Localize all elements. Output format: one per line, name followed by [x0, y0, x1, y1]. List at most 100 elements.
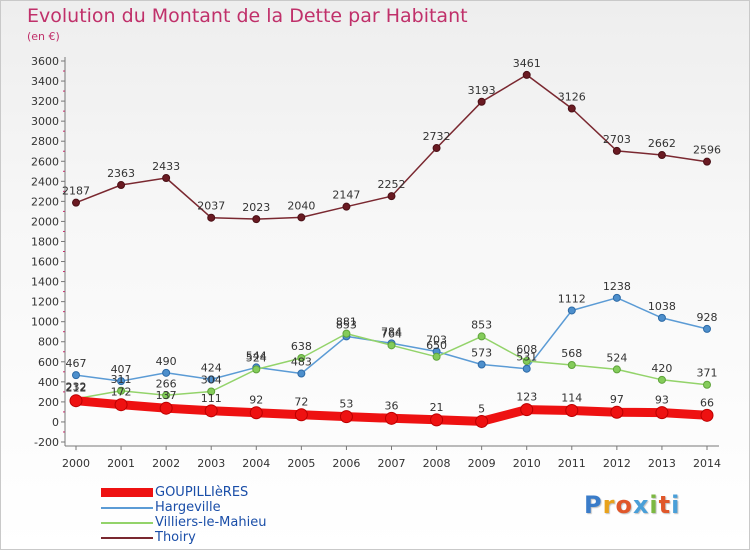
- data-label-hargeville: 1238: [603, 280, 631, 293]
- data-point-thoiry: [567, 104, 576, 113]
- data-point-villiers-le-mahieu: [162, 391, 171, 400]
- y-tick-label: 3000: [31, 115, 59, 128]
- data-label-thoiry: 2147: [332, 189, 360, 202]
- data-label-thoiry: 3193: [468, 84, 496, 97]
- data-label-thoiry: 2703: [603, 133, 631, 146]
- legend-label-thoiry: Thoiry: [155, 530, 196, 545]
- x-tick-label: 2006: [332, 457, 360, 470]
- data-point-thoiry: [432, 144, 441, 153]
- data-label-thoiry: 2662: [648, 137, 676, 150]
- y-tick-label: 2800: [31, 135, 59, 148]
- data-label-hargeville: 703: [426, 333, 447, 346]
- data-point-thoiry: [117, 181, 126, 190]
- legend-item-hargeville: Hargeville: [101, 500, 361, 516]
- data-point-goupilli-res: [565, 404, 579, 418]
- data-label-thoiry: 3126: [558, 91, 586, 104]
- y-tick-label: 2200: [31, 195, 59, 208]
- data-point-goupilli-res: [159, 401, 173, 415]
- data-point-thoiry: [522, 70, 531, 79]
- data-point-hargeville: [567, 306, 576, 315]
- data-label-thoiry: 2187: [62, 185, 90, 198]
- data-label-goupilli-res: 21: [430, 401, 444, 414]
- data-point-goupilli-res: [700, 408, 714, 422]
- data-label-goupilli-res: 97: [610, 393, 624, 406]
- data-point-thoiry: [162, 174, 171, 183]
- legend-swatch-thoiry: [101, 537, 153, 539]
- proxiti-logo: Proxiti: [584, 491, 680, 519]
- y-tick-label: 3600: [31, 55, 59, 68]
- legend-item-villiers-le-mahieu: Villiers-le-Mahieu: [101, 515, 361, 531]
- chart-title: Evolution du Montant de la Dette par Hab…: [27, 5, 468, 27]
- data-label-villiers-le-mahieu: 420: [651, 362, 672, 375]
- data-label-villiers-le-mahieu: 853: [471, 318, 492, 331]
- data-point-hargeville: [117, 377, 126, 386]
- data-label-hargeville: 1112: [558, 292, 586, 305]
- data-point-goupilli-res: [475, 414, 489, 428]
- data-label-hargeville: 784: [381, 325, 402, 338]
- legend-label-villiers-le-mahieu: Villiers-le-Mahieu: [155, 515, 267, 530]
- data-point-goupilli-res: [520, 403, 534, 417]
- y-tick-label: 1400: [31, 276, 59, 289]
- x-tick-label: 2003: [197, 457, 225, 470]
- y-tick-label: 0: [52, 416, 59, 429]
- data-point-goupilli-res: [294, 408, 308, 422]
- data-point-thoiry: [657, 151, 666, 160]
- data-point-thoiry: [387, 192, 396, 201]
- data-label-hargeville: 407: [111, 363, 132, 376]
- data-label-goupilli-res: 66: [700, 396, 714, 409]
- data-point-thoiry: [703, 157, 711, 166]
- data-label-villiers-le-mahieu: 232: [66, 381, 87, 394]
- data-label-villiers-le-mahieu: 638: [291, 340, 312, 353]
- data-point-hargeville: [612, 293, 621, 302]
- data-label-villiers-le-mahieu: 371: [697, 367, 718, 380]
- data-label-goupilli-res: 53: [339, 398, 353, 411]
- y-tick-label: 3400: [31, 75, 59, 88]
- data-label-goupilli-res: 5: [478, 402, 485, 415]
- data-label-goupilli-res: 92: [249, 394, 263, 407]
- x-tick-label: 2005: [287, 457, 315, 470]
- data-point-villiers-le-mahieu: [387, 341, 396, 350]
- data-label-hargeville: 544: [246, 349, 267, 362]
- data-point-thoiry: [297, 213, 306, 222]
- data-point-hargeville: [162, 368, 171, 377]
- data-point-villiers-le-mahieu: [342, 329, 351, 338]
- series-layer: [69, 70, 714, 428]
- data-label-thoiry: 2037: [197, 200, 225, 213]
- y-tick-label: 1000: [31, 316, 59, 329]
- x-tick-label: 2004: [242, 457, 270, 470]
- data-point-villiers-le-mahieu: [703, 380, 711, 389]
- data-label-thoiry: 2732: [423, 130, 451, 143]
- data-point-goupilli-res: [114, 398, 128, 412]
- y-tick-label: 200: [38, 396, 59, 409]
- data-label-villiers-le-mahieu: 311: [111, 373, 132, 386]
- data-point-villiers-le-mahieu: [612, 365, 621, 374]
- logo-letter: o: [615, 491, 633, 519]
- y-tick-label: 3200: [31, 95, 59, 108]
- data-point-thoiry: [612, 146, 621, 155]
- x-tick-label: 2012: [603, 457, 631, 470]
- chart-axes: -200 0 200 400 600 800 1000 1200 1400 1600 1800 200…: [31, 55, 721, 470]
- data-label-goupilli-res: 212: [66, 382, 87, 395]
- data-point-hargeville: [522, 364, 531, 373]
- data-point-goupilli-res: [249, 406, 263, 420]
- legend-label-hargeville: Hargeville: [155, 500, 221, 515]
- data-label-goupilli-res: 123: [516, 391, 537, 404]
- data-label-thoiry: 2023: [242, 201, 270, 214]
- data-point-villiers-le-mahieu: [117, 386, 126, 395]
- data-label-hargeville: 928: [697, 311, 718, 324]
- data-point-hargeville: [703, 324, 711, 333]
- data-label-villiers-le-mahieu: 650: [426, 339, 447, 352]
- x-tick-label: 2010: [513, 457, 541, 470]
- data-label-thoiry: 3461: [513, 57, 541, 70]
- x-tick-label: 2001: [107, 457, 135, 470]
- data-point-villiers-le-mahieu: [207, 387, 216, 396]
- logo-letter: t: [658, 491, 672, 519]
- data-point-goupilli-res: [204, 404, 218, 418]
- data-label-villiers-le-mahieu: 524: [246, 351, 267, 364]
- data-label-thoiry: 2252: [378, 178, 406, 191]
- data-labels-layer: 2187 2363 2433 2037 2023 2040 2147 2252 2732 3193…: [62, 57, 721, 416]
- data-point-thoiry: [252, 215, 261, 224]
- data-point-thoiry: [342, 202, 351, 211]
- data-point-thoiry: [207, 213, 216, 222]
